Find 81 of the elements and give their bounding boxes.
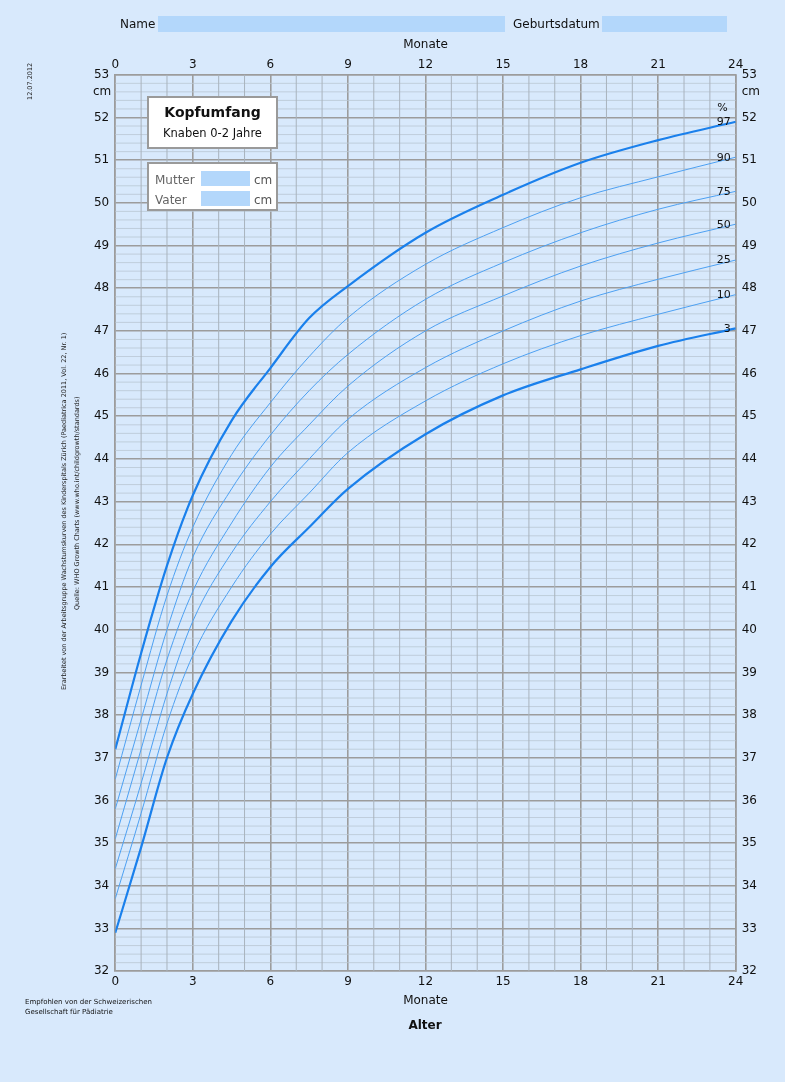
y-tick-label: 33 bbox=[93, 920, 110, 935]
y2-tick-label: 38 bbox=[741, 707, 758, 722]
legend-title: % bbox=[717, 101, 728, 115]
series-label: 10 bbox=[716, 287, 731, 301]
y-axis-title: cm bbox=[92, 83, 112, 98]
x-tick-label: 21 bbox=[650, 973, 666, 988]
series-label: 90 bbox=[716, 150, 731, 164]
x-tick-label: 24 bbox=[728, 973, 744, 988]
y2-tick-label: 33 bbox=[741, 920, 758, 935]
y2-tick-label: 39 bbox=[741, 664, 758, 679]
x2-tick-label: 9 bbox=[344, 56, 352, 71]
text: Knaben 0-2 Jahre bbox=[162, 126, 263, 140]
annotation: Vater bbox=[155, 193, 187, 207]
y2-tick-label: 35 bbox=[741, 835, 758, 850]
text: Alter bbox=[407, 1018, 443, 1032]
x2-tick-label: 0 bbox=[111, 56, 120, 71]
y-tick-label: 47 bbox=[93, 323, 110, 338]
y-tick-label: 48 bbox=[93, 280, 110, 295]
annotation: Mutter bbox=[155, 173, 195, 187]
y-tick-label: 36 bbox=[93, 792, 110, 807]
annotation: cm bbox=[254, 173, 273, 187]
x-axis-title: Monate bbox=[403, 992, 448, 1007]
x-tick-label: 18 bbox=[572, 973, 589, 988]
text: Kopfumfang bbox=[163, 104, 262, 120]
y-tick-label: 41 bbox=[93, 579, 110, 594]
text: Geburtsdatum bbox=[513, 17, 600, 31]
y-tick-label: 50 bbox=[93, 194, 110, 209]
x2-tick-label: 21 bbox=[650, 56, 666, 71]
x-tick-label: 6 bbox=[266, 973, 275, 988]
y-tick-label: 39 bbox=[93, 664, 110, 679]
y2-tick-label: 42 bbox=[741, 536, 758, 551]
y2-tick-label: 53 bbox=[741, 66, 758, 81]
series-label: 75 bbox=[716, 184, 731, 198]
series-label: 25 bbox=[716, 253, 731, 267]
y2-tick-label: 32 bbox=[741, 963, 758, 978]
annotation: cm bbox=[254, 193, 273, 207]
y2-tick-label: 48 bbox=[741, 280, 758, 295]
y2-tick-label: 46 bbox=[741, 365, 758, 380]
x2-tick-label: 15 bbox=[495, 56, 511, 71]
text: Name bbox=[120, 17, 156, 31]
y2-tick-label: 50 bbox=[741, 194, 758, 209]
y-tick-label: 34 bbox=[93, 877, 110, 892]
y-tick-label: 32 bbox=[93, 963, 110, 978]
x2-tick-label: 12 bbox=[417, 56, 434, 71]
x2-tick-label: 3 bbox=[189, 56, 197, 71]
y2-tick-label: 44 bbox=[741, 451, 758, 466]
y2-tick-label: 43 bbox=[741, 493, 758, 508]
y-tick-label: 42 bbox=[93, 536, 110, 551]
x2-tick-label: 6 bbox=[266, 56, 275, 71]
x-tick-label: 9 bbox=[344, 973, 352, 988]
x-tick-label: 3 bbox=[189, 973, 197, 988]
y2-tick-label: 47 bbox=[741, 323, 758, 338]
y-tick-label: 37 bbox=[93, 749, 110, 764]
y2-tick-label: 45 bbox=[741, 408, 758, 423]
y2-tick-label: 34 bbox=[741, 877, 758, 892]
y-tick-label: 53 bbox=[93, 66, 110, 81]
x-tick-label: 15 bbox=[495, 973, 511, 988]
y-tick-label: 46 bbox=[93, 365, 110, 380]
y2-tick-label: 51 bbox=[741, 152, 758, 167]
x2-tick-label: 18 bbox=[572, 56, 589, 71]
y-tick-label: 52 bbox=[93, 109, 110, 124]
y-tick-label: 51 bbox=[93, 152, 110, 167]
y2-tick-label: 40 bbox=[741, 621, 758, 636]
y-tick-label: 40 bbox=[93, 621, 110, 636]
y-tick-label: 43 bbox=[93, 493, 110, 508]
y-tick-label: 35 bbox=[93, 835, 110, 850]
series-label: 50 bbox=[716, 217, 731, 231]
y-tick-label: 45 bbox=[93, 408, 110, 423]
y-tick-label: 44 bbox=[93, 451, 110, 466]
y-tick-label: 49 bbox=[93, 237, 110, 252]
y2-tick-label: 41 bbox=[741, 579, 758, 594]
y2-tick-label: 37 bbox=[741, 749, 758, 764]
x2-axis-title: Monate bbox=[403, 37, 448, 52]
y2-tick-label: 36 bbox=[741, 792, 758, 807]
x2-tick-label: 24 bbox=[728, 56, 744, 71]
y2-tick-label: 52 bbox=[741, 109, 758, 124]
x-tick-label: 12 bbox=[417, 973, 434, 988]
y-tick-label: 38 bbox=[93, 707, 110, 722]
y2-tick-label: 49 bbox=[741, 237, 758, 252]
y2-axis-title: cm bbox=[741, 83, 761, 98]
x-tick-label: 0 bbox=[111, 973, 120, 988]
